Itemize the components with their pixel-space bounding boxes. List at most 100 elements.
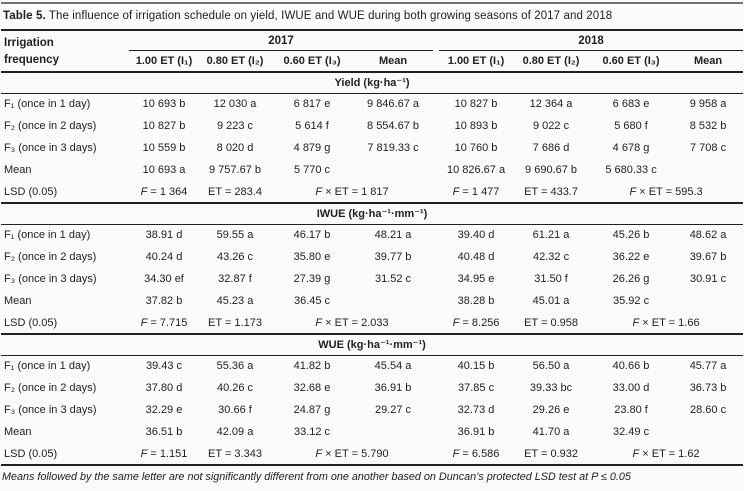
lsd-value: ET = 433.7 bbox=[524, 185, 578, 198]
value-cell: 5 614 f bbox=[295, 120, 329, 132]
value-cell: 10 559 b bbox=[142, 142, 186, 154]
value-cell: 40.15 b bbox=[457, 360, 495, 373]
value-cell: 29.26 e bbox=[532, 404, 570, 416]
lsd-value: F = 8.256 bbox=[452, 316, 500, 329]
value-cell: 8 532 b bbox=[689, 120, 727, 132]
row-label: F₃ (once in 3 days) bbox=[4, 273, 97, 285]
value-cell bbox=[673, 159, 743, 181]
lsd-value: F × ET = 2.033 bbox=[315, 316, 389, 329]
lsd-value: F × ET = 5.790 bbox=[315, 447, 389, 460]
table-row: F₁ (once in 1 day) 10 693 b 12 030 a 6 8… bbox=[1, 93, 743, 115]
value-cell: 27.39 g bbox=[293, 273, 331, 285]
section-yield: Yield (kg·ha⁻¹) F₁ (once in 1 day) 10 69… bbox=[1, 71, 744, 203]
value-cell: 40.26 c bbox=[216, 382, 254, 394]
value-cell: 41.70 a bbox=[532, 426, 570, 438]
lsd-value: F = 1 364 bbox=[140, 185, 188, 198]
value-cell: 33.00 d bbox=[612, 382, 650, 394]
value-cell: 45.26 b bbox=[612, 229, 650, 242]
lsd-value: F = 7.715 bbox=[140, 316, 188, 329]
row-label: LSD (0.05) bbox=[4, 447, 58, 460]
lsd-value: F = 1.151 bbox=[140, 447, 188, 460]
row-label: Mean bbox=[4, 426, 32, 438]
section-heading-iwue: IWUE (kg·ha⁻¹·mm⁻¹) bbox=[1, 202, 744, 225]
value-cell: 23.80 f bbox=[614, 404, 648, 416]
value-cell: 32.29 e bbox=[145, 404, 183, 416]
value-cell: 61.21 a bbox=[532, 229, 570, 242]
value-cell: 36.91 b bbox=[457, 426, 495, 438]
value-cell: 7 819.33 c bbox=[367, 142, 419, 154]
column-header-2018-mean: Mean bbox=[673, 50, 744, 73]
value-cell: 46.17 b bbox=[293, 229, 331, 242]
year-header-row: Irrigation frequency 2017 2018 bbox=[1, 30, 744, 73]
value-cell: 41.82 b bbox=[293, 360, 331, 373]
value-cell: 10 826.67 a bbox=[446, 164, 506, 176]
row-label: F₃ (once in 3 days) bbox=[4, 142, 97, 154]
value-cell: 36.91 b bbox=[374, 382, 412, 394]
value-cell: 9 757.67 b bbox=[209, 164, 261, 176]
lsd-value: F × ET = 1 817 bbox=[315, 185, 389, 198]
column-header-2018-i3: 0.60 ET (I₃) bbox=[589, 50, 674, 73]
value-cell: 5 680.33 c bbox=[605, 164, 657, 176]
lsd-row: LSD (0.05) F = 1.151 ET = 3.343 F × ET =… bbox=[1, 443, 743, 465]
value-cell: 32.87 f bbox=[218, 273, 252, 285]
value-cell: 10 893 b bbox=[454, 120, 498, 132]
value-cell: 36.45 c bbox=[293, 295, 331, 307]
value-cell: 43.26 c bbox=[216, 251, 254, 263]
value-cell bbox=[353, 159, 433, 181]
value-cell: 6 817 e bbox=[293, 98, 331, 111]
value-cell bbox=[673, 421, 743, 443]
value-cell: 5 680 f bbox=[614, 120, 648, 132]
value-cell: 9 022 c bbox=[532, 120, 570, 132]
value-cell: 37.82 b bbox=[145, 295, 183, 307]
value-cell: 6 683 e bbox=[612, 98, 650, 111]
value-cell: 42.32 c bbox=[532, 251, 570, 263]
value-cell: 48.62 a bbox=[689, 229, 727, 242]
value-cell: 59.55 a bbox=[216, 229, 254, 242]
value-cell bbox=[353, 421, 433, 443]
section-heading-row: IWUE (kg·ha⁻¹·mm⁻¹) bbox=[1, 202, 744, 225]
lsd-value: ET = 1.173 bbox=[208, 316, 262, 329]
value-cell: 32.68 e bbox=[293, 382, 331, 394]
section-wue: WUE (kg·ha⁻¹·mm⁻¹) F₁ (once in 1 day) 39… bbox=[1, 333, 744, 465]
value-cell: 30.91 c bbox=[690, 273, 727, 285]
value-cell: 39.33 bc bbox=[529, 382, 573, 394]
column-group-2018: 2018 bbox=[439, 30, 744, 51]
value-cell: 35.80 e bbox=[293, 251, 331, 263]
value-cell: 48.21 a bbox=[374, 229, 412, 242]
lsd-value: ET = 283.4 bbox=[208, 185, 262, 198]
section-heading-wue: WUE (kg·ha⁻¹·mm⁻¹) bbox=[1, 333, 744, 356]
value-cell: 31.52 c bbox=[374, 273, 412, 285]
value-cell: 45.77 a bbox=[689, 360, 727, 373]
value-cell: 10 693 a bbox=[142, 164, 186, 176]
row-label: F₂ (once in 2 days) bbox=[4, 120, 97, 132]
table-header: Irrigation frequency 2017 2018 1.00 ET (… bbox=[1, 30, 744, 73]
lsd-row: LSD (0.05) F = 1 364 ET = 283.4 F × ET =… bbox=[1, 181, 743, 203]
section-iwue: IWUE (kg·ha⁻¹·mm⁻¹) F₁ (once in 1 day) 3… bbox=[1, 202, 744, 334]
value-cell: 39.77 b bbox=[374, 251, 412, 263]
lsd-value: ET = 0.932 bbox=[524, 447, 578, 460]
value-cell: 37.80 d bbox=[145, 382, 183, 394]
lsd-value: F = 1 477 bbox=[452, 185, 500, 198]
row-label: F₃ (once in 3 days) bbox=[4, 404, 97, 416]
value-cell: 24.87 g bbox=[293, 404, 331, 416]
value-cell: 37.85 c bbox=[457, 382, 495, 394]
value-cell: 7 686 d bbox=[532, 142, 570, 154]
value-cell: 33.12 c bbox=[293, 426, 331, 438]
value-cell: 4 879 g bbox=[293, 142, 331, 154]
value-cell: 9 846.67 a bbox=[367, 98, 420, 111]
lsd-value: ET = 3.343 bbox=[208, 447, 262, 460]
value-cell: 40.24 d bbox=[145, 251, 183, 263]
value-cell: 39.40 d bbox=[457, 229, 495, 242]
value-cell: 8 020 d bbox=[216, 142, 254, 154]
column-group-2017: 2017 bbox=[129, 30, 434, 51]
row-label: LSD (0.05) bbox=[4, 316, 58, 329]
table-row: F₁ (once in 1 day) 38.91 d 59.55 a 46.17… bbox=[1, 224, 743, 246]
value-cell: 36.22 e bbox=[612, 251, 650, 263]
table-row: F₂ (once in 2 days) 37.80 d 40.26 c 32.6… bbox=[1, 377, 743, 399]
value-cell: 34.30 ef bbox=[144, 273, 184, 285]
mean-row: Mean 10 693 a 9 757.67 b 5 770 c 10 826.… bbox=[1, 159, 743, 181]
mean-row: Mean 36.51 b 42.09 a 33.12 c 36.91 b 41.… bbox=[1, 421, 743, 443]
row-label: Mean bbox=[4, 164, 32, 176]
value-cell: 30.66 f bbox=[218, 404, 252, 416]
value-cell: 12 030 a bbox=[213, 98, 257, 111]
